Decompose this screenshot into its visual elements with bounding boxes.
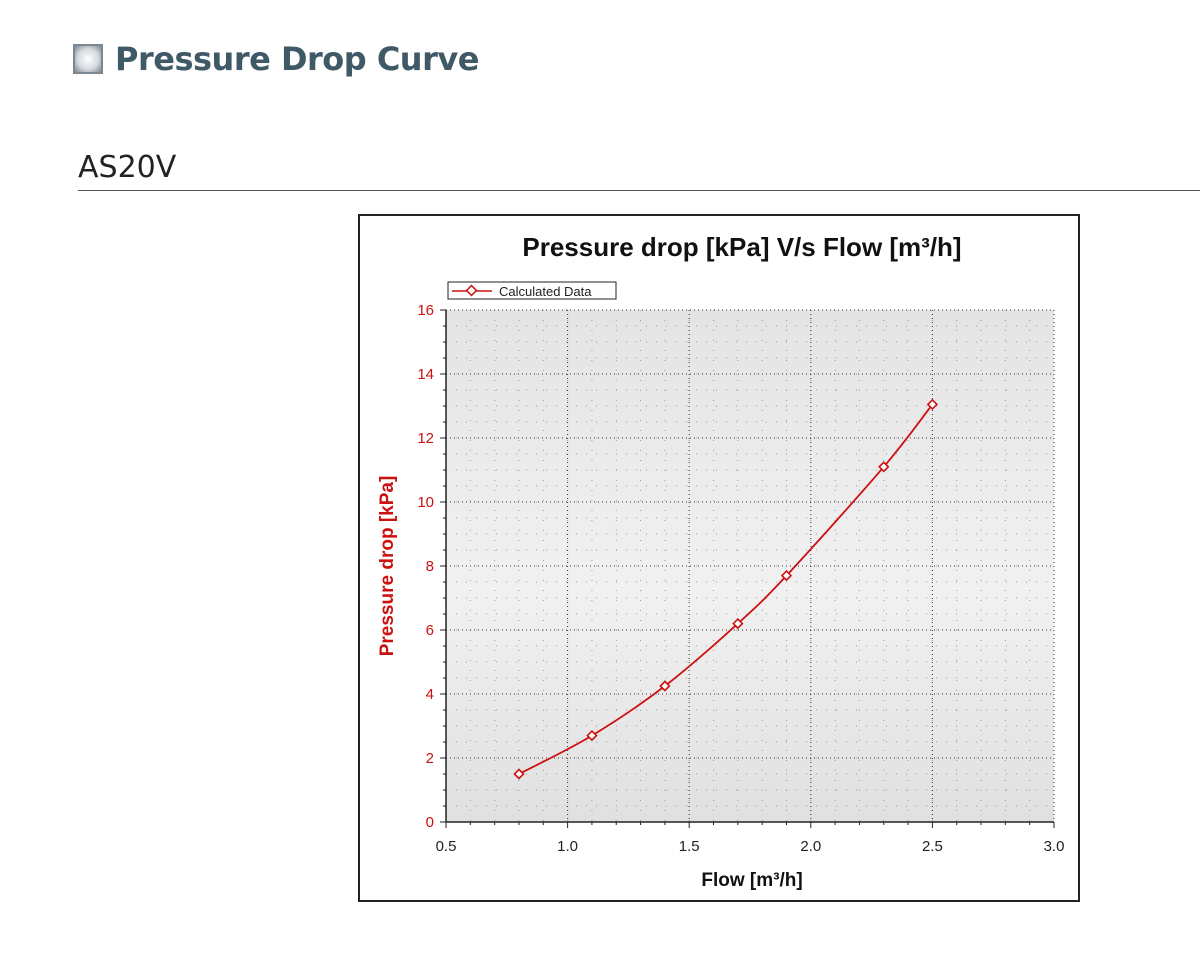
x-tick-label: 3.0 (1044, 838, 1065, 855)
legend-label: Calculated Data (499, 284, 592, 299)
x-axis-label: Flow [m³/h] (701, 870, 802, 891)
divider (78, 190, 1200, 191)
section-header: Pressure Drop Curve (73, 40, 479, 78)
x-tick-label: 0.5 (436, 838, 457, 855)
data-point-marker (878, 461, 890, 473)
model-name: AS20V (78, 150, 177, 185)
data-point-marker (926, 398, 939, 411)
chart-frame: Pressure drop [kPa] V/s Flow [m³/h] Calc… (358, 214, 1080, 902)
data-point-marker (513, 768, 525, 780)
series-calculated-data (513, 398, 939, 780)
x-tick-label: 2.0 (800, 838, 821, 855)
pressure-drop-chart: Pressure drop [kPa] V/s Flow [m³/h] Calc… (377, 232, 1064, 891)
legend: Calculated Data (447, 281, 617, 300)
axes: 0.5 1.0 1.5 2.0 2.5 3.0 0 2 4 6 8 10 12 14 16 (417, 302, 1064, 855)
chart-title: Pressure drop [kPa] V/s Flow [m³/h] (522, 232, 961, 262)
y-tick-label: 14 (417, 366, 434, 383)
legend-marker (465, 284, 478, 297)
y-tick-label: 0 (426, 814, 434, 831)
section-title: Pressure Drop Curve (115, 40, 479, 78)
y-axis-label: Pressure drop [kPa] (377, 476, 398, 657)
x-tick-label: 1.5 (679, 838, 700, 855)
y-tick-label: 8 (426, 558, 434, 575)
y-tick-label: 10 (417, 494, 434, 511)
square-bullet-icon (73, 44, 103, 74)
y-tick-label: 16 (417, 302, 434, 319)
y-tick-label: 2 (426, 750, 434, 767)
data-point-marker (586, 729, 598, 742)
data-point-marker (780, 569, 793, 582)
y-tick-label: 4 (426, 686, 434, 703)
x-tick-label: 2.5 (922, 838, 943, 855)
data-point-marker (732, 617, 744, 630)
legend-box (447, 281, 617, 300)
y-tick-label: 12 (417, 430, 434, 447)
y-tick-label: 6 (426, 622, 434, 639)
data-point-marker (659, 680, 671, 692)
x-tick-label: 1.0 (557, 838, 578, 855)
